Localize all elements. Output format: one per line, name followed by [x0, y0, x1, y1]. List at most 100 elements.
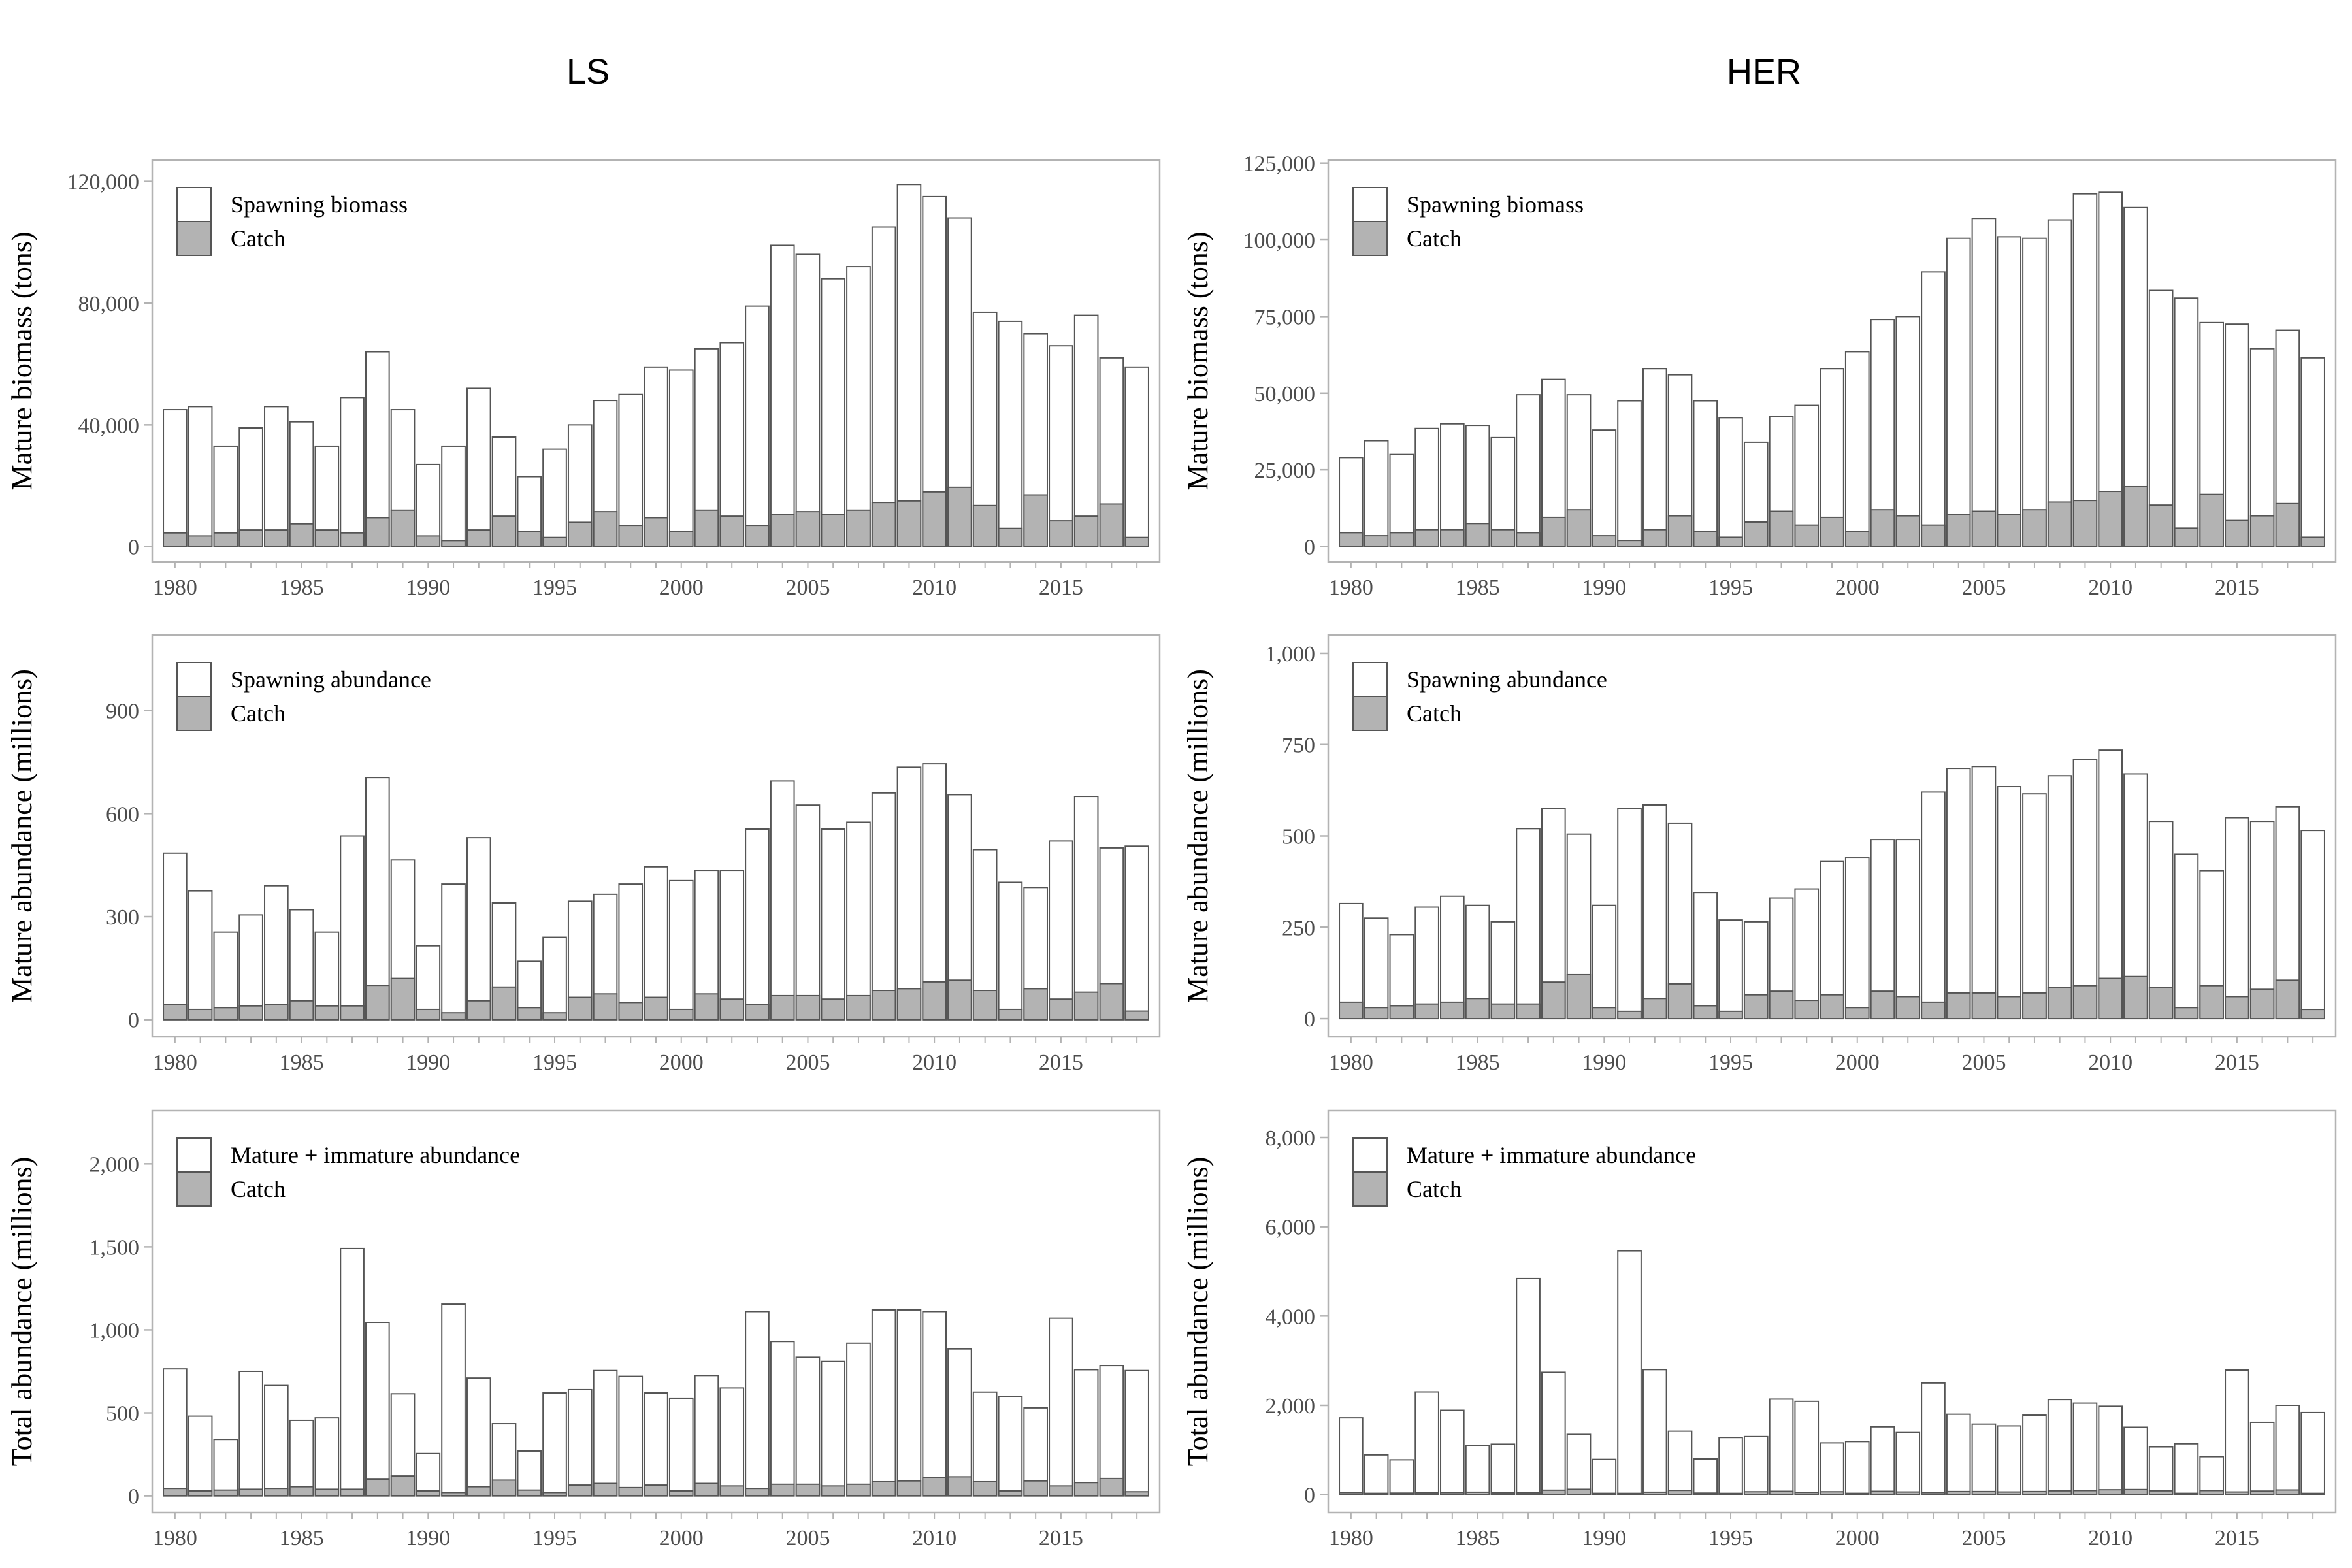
bar-total-1996	[1743, 1435, 1769, 1495]
bar-total-1990	[1592, 904, 1617, 1020]
bar-total-1998	[618, 393, 644, 547]
bar-catch-2000	[668, 531, 694, 547]
bar-total-2007	[846, 1342, 871, 1497]
bar-catch-1982	[1389, 1492, 1414, 1495]
y-tick-label: 500	[1282, 825, 1315, 849]
legend-key-total	[1352, 662, 1388, 697]
bar-catch-1981	[188, 1490, 213, 1497]
bar-total-2001	[1870, 839, 1895, 1020]
y-tick-label: 8,000	[1266, 1126, 1316, 1151]
bar-catch-1984	[264, 529, 289, 547]
legend-label-total: Spawning biomass	[231, 191, 408, 218]
bar-catch-1997	[593, 511, 618, 547]
panel-LS-abundance: 0 300 600 900 1980 1985 1990 1995 2000 2005 2010 20…	[6, 634, 1161, 1075]
bar-catch-1985	[289, 523, 314, 547]
bar-catch-1995	[1718, 1010, 1743, 1020]
bar-total-1981	[188, 890, 213, 1021]
bar-catch-1989	[390, 509, 416, 547]
bar-catch-2014	[2199, 985, 2224, 1020]
bar-catch-1996	[1743, 1491, 1769, 1495]
legend-label-total: Mature + immature abundance	[1407, 1142, 1696, 1168]
legend-key-catch	[1352, 221, 1388, 256]
bar-catch-1982	[213, 532, 238, 547]
y-axis-label: Mature biomass (tons)	[1182, 232, 1214, 491]
legend-key-catch	[1352, 1171, 1388, 1207]
bar-total-1999	[644, 1392, 668, 1497]
x-tick-label: 1990	[406, 576, 450, 600]
bar-total-1987	[340, 1247, 365, 1497]
bar-catch-1984	[264, 1488, 289, 1497]
y-tick-label: 0	[128, 536, 139, 560]
x-tick-label: 1985	[280, 1526, 324, 1550]
bar-catch-1998	[1794, 524, 1820, 547]
bar-total-1981	[188, 406, 213, 547]
bar-total-1993	[1667, 1430, 1693, 1495]
x-tick-label: 2005	[1961, 1051, 2006, 1075]
bar-catch-1983	[1414, 1492, 1439, 1495]
bar-catch-1994	[1693, 531, 1718, 547]
bar-total-2010	[2098, 1405, 2123, 1495]
bar-total-2005	[1971, 218, 1997, 547]
bar-total-2004	[770, 780, 795, 1021]
y-tick-label: 750	[1282, 734, 1315, 758]
bar-catch-2001	[694, 1482, 719, 1497]
y-axis-label: Total abundance (millions)	[6, 1157, 38, 1466]
y-tick-label: 900	[106, 700, 139, 724]
bar-total-2018	[2300, 830, 2325, 1020]
bar-catch-2012	[972, 990, 998, 1021]
bar-total-2015	[1049, 345, 1073, 547]
x-tick-label: 2010	[912, 1051, 956, 1075]
bar-total-2000	[668, 1397, 694, 1497]
bar-catch-2004	[1946, 992, 1971, 1020]
bar-total-1992	[1642, 368, 1667, 547]
bar-total-2008	[2047, 219, 2072, 547]
bar-total-2005	[1971, 766, 1997, 1020]
bar-catch-2002	[719, 515, 745, 547]
bar-total-1998	[618, 883, 644, 1021]
bar-total-2004	[770, 1341, 795, 1497]
bar-total-2006	[1997, 236, 2022, 547]
bar-catch-1991	[441, 1012, 466, 1021]
bar-catch-2007	[2022, 509, 2047, 547]
bar-catch-1995	[542, 536, 567, 547]
bar-catch-2008	[871, 502, 896, 547]
bar-catch-2009	[896, 500, 922, 547]
bar-total-1994	[517, 1450, 542, 1497]
bar-catch-2018	[2300, 1492, 2325, 1495]
bar-total-1990	[1592, 429, 1617, 547]
bar-catch-1992	[1642, 998, 1667, 1020]
x-tick-label: 2010	[2088, 576, 2132, 600]
bar-total-2018	[2300, 1411, 2325, 1495]
y-tick-label: 2,000	[90, 1152, 140, 1177]
bar-total-2012	[2148, 289, 2174, 547]
bar-total-1995	[1718, 919, 1743, 1020]
x-tick-label: 1995	[1708, 1051, 1753, 1075]
bar-catch-2003	[1921, 1001, 1946, 1020]
bar-catch-2013	[998, 1490, 1023, 1497]
bar-total-2018	[2300, 357, 2325, 547]
bar-catch-2010	[922, 491, 947, 547]
bar-catch-1985	[289, 1000, 314, 1021]
x-tick-label: 2000	[1835, 1526, 1880, 1550]
bar-total-2003	[745, 305, 770, 547]
bar-catch-2003	[1921, 524, 1946, 547]
bar-total-2016	[1073, 314, 1099, 547]
bar-catch-1993	[1667, 1490, 1693, 1495]
bar-total-1987	[1516, 394, 1541, 547]
legend-label-catch: Catch	[231, 225, 286, 252]
bar-catch-2017	[1099, 1477, 1124, 1497]
bar-catch-1985	[1465, 1491, 1490, 1495]
bar-catch-2018	[1124, 1491, 1149, 1497]
bar-catch-2014	[2199, 1490, 2224, 1495]
bar-catch-2012	[2148, 1490, 2174, 1495]
bar-catch-1982	[213, 1007, 238, 1021]
bar-catch-1998	[1794, 1000, 1820, 1020]
bar-catch-2016	[2249, 1490, 2275, 1495]
bar-total-1990	[1592, 1458, 1617, 1495]
bar-total-1987	[340, 397, 365, 547]
y-tick-label: 50,000	[1254, 382, 1316, 406]
bar-total-1997	[593, 1369, 618, 1497]
bar-catch-1984	[264, 1004, 289, 1021]
bar-total-1998	[1794, 404, 1820, 547]
x-tick-label: 1995	[532, 1051, 577, 1075]
